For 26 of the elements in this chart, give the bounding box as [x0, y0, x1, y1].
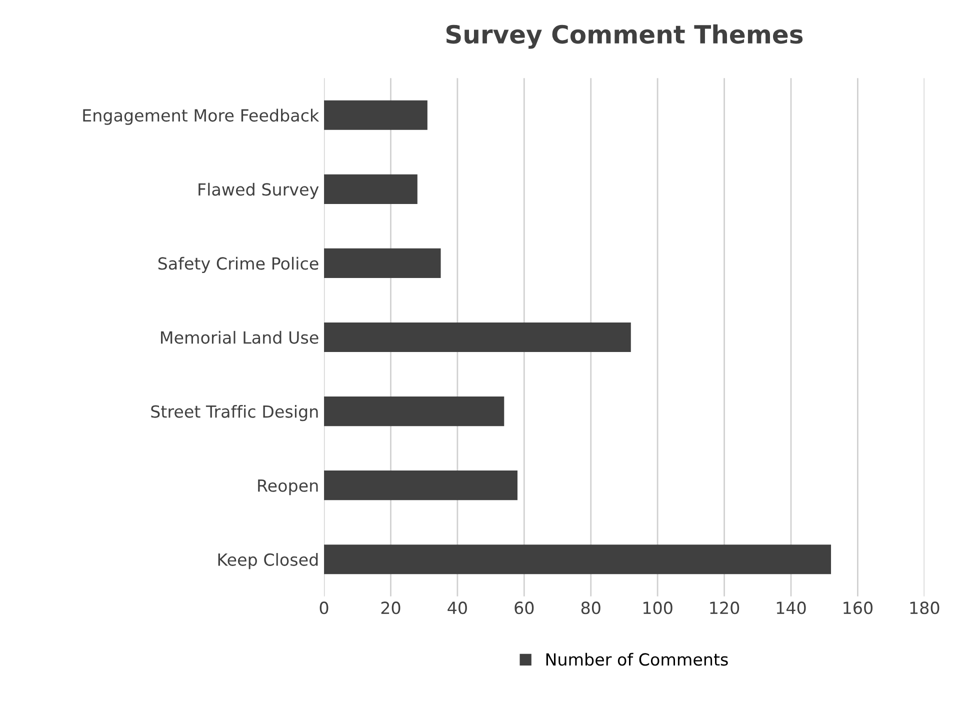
x-tick-label: 80	[581, 602, 600, 614]
x-tick-label: 140	[776, 602, 806, 614]
x-tick-label: 180	[910, 602, 940, 614]
bar	[324, 174, 418, 204]
bar	[324, 470, 518, 500]
bar	[324, 396, 504, 426]
x-tick-label: 20	[381, 602, 400, 614]
x-tick-label: 160	[844, 602, 872, 614]
chart-title: Survey Comment Themes	[446, 24, 803, 49]
y-tick-label: Safety Crime Police	[158, 256, 318, 274]
y-tick-label: Reopen	[258, 480, 318, 496]
y-tick-label: Flawed Survey	[198, 182, 319, 199]
x-tick-label: 100	[643, 602, 672, 614]
bar	[324, 544, 832, 574]
bar	[324, 322, 631, 352]
x-tick-label: 40	[448, 602, 467, 614]
y-tick-label: Keep Closed	[218, 553, 318, 570]
x-tick-label: 0	[320, 602, 328, 614]
y-tick-label: Engagement More Feedback	[83, 108, 320, 125]
y-tick-label: Memorial Land Use	[161, 330, 318, 344]
x-tick-label: 120	[710, 602, 740, 614]
y-tick-label: Street Traffic Design	[151, 404, 318, 422]
bar	[324, 100, 428, 130]
x-tick-label: 60	[514, 602, 534, 614]
bar	[324, 248, 441, 278]
legend-label: Number of Comments	[546, 652, 728, 666]
